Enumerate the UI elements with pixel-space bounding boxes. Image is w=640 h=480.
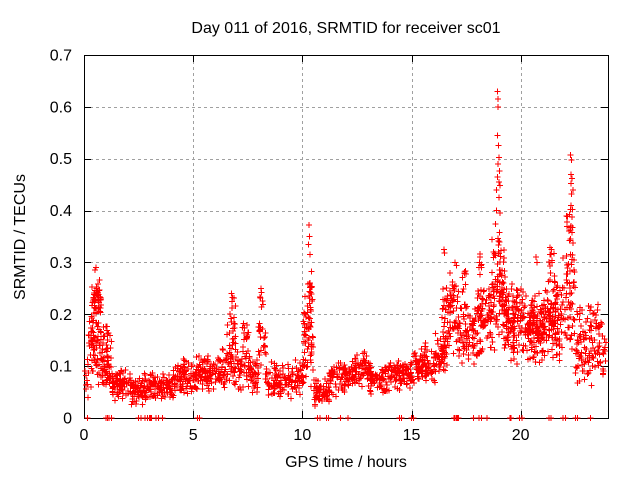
labels: Day 011 of 2016, SRMTID for receiver sc0…: [12, 20, 530, 471]
y-tick-label: 0.6: [50, 99, 72, 116]
chart-title: Day 011 of 2016, SRMTID for receiver sc0…: [191, 20, 500, 37]
y-tick-label: 0.7: [50, 48, 72, 65]
y-tick-label: 0.3: [50, 255, 72, 272]
x-axis-label: GPS time / hours: [285, 454, 407, 471]
data-points: [82, 88, 609, 421]
axes: [84, 55, 609, 419]
y-axis-label: SRMTID / TECUs: [12, 174, 29, 300]
y-tick-label: 0.4: [50, 203, 72, 220]
x-tick-label: 5: [189, 427, 198, 444]
x-tick-label: 10: [293, 427, 311, 444]
x-tick-label: 15: [403, 427, 421, 444]
y-tick-label: 0.5: [50, 151, 72, 168]
y-tick-label: 0.2: [50, 307, 72, 324]
y-tick-label: 0: [63, 411, 72, 428]
y-tick-label: 0.1: [50, 359, 72, 376]
srmtid-scatter-markers: [82, 88, 609, 421]
x-tick-label: 0: [80, 427, 89, 444]
plot-border: [84, 55, 609, 419]
x-tick-label: 20: [512, 427, 530, 444]
gridlines: [84, 55, 608, 418]
